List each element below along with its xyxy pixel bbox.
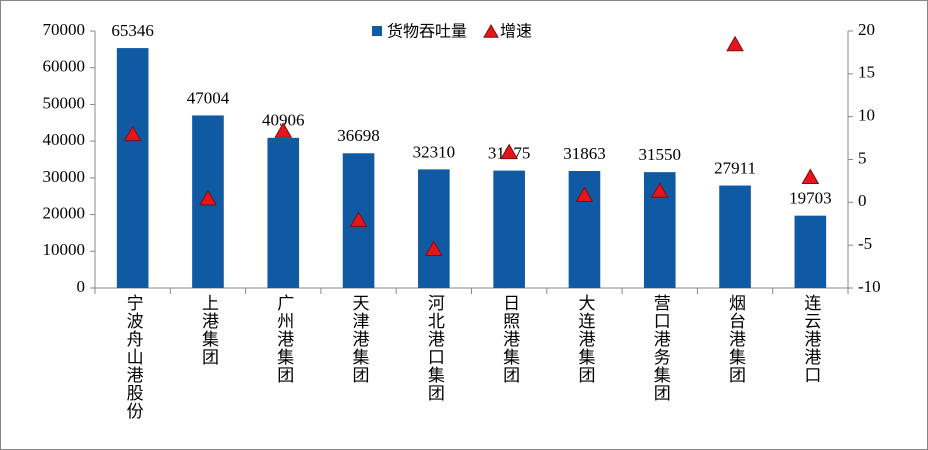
legend-swatch (483, 23, 499, 38)
value-label: 19703 (789, 189, 832, 208)
legend-label: 增速 (500, 22, 532, 41)
x-tick-label: 天津港集团 (349, 294, 370, 384)
growth-marker (199, 189, 217, 206)
bar (719, 185, 751, 288)
y-tick-label: 30000 (43, 167, 86, 186)
value-label: 47004 (187, 88, 230, 107)
y-tick-label: 0 (77, 277, 86, 296)
growth-marker (650, 182, 669, 198)
x-tick-label: 宁波舟山港股份 (123, 294, 144, 420)
growth-marker (424, 240, 443, 256)
y2-tick-label: 20 (858, 20, 875, 39)
value-label: 27911 (714, 158, 756, 177)
value-label: 36698 (337, 126, 380, 145)
value-label: 31550 (639, 145, 682, 164)
y2-tick-label: 15 (858, 63, 875, 82)
bar (116, 48, 149, 289)
x-tick-label: 广州港集团 (273, 294, 294, 384)
legend-swatch (372, 26, 382, 36)
value-label: 32310 (413, 142, 456, 161)
y-tick-label: 20000 (43, 203, 86, 222)
x-tick-label: 上港集团 (198, 294, 219, 366)
growth-marker (500, 143, 519, 160)
y-tick-label: 70000 (43, 20, 86, 39)
value-label: 40906 (262, 111, 305, 130)
x-tick-label: 营口港务集团 (650, 294, 671, 402)
bar (493, 170, 525, 288)
growth-marker (575, 186, 594, 202)
y-tick-label: 50000 (43, 93, 86, 112)
y2-tick-label: 5 (858, 148, 867, 167)
growth-marker (801, 168, 820, 184)
growth-marker (123, 125, 142, 142)
bar (267, 137, 300, 288)
y2-tick-label: 0 (858, 191, 867, 210)
bar (418, 169, 450, 288)
x-tick-label: 烟台港集团 (725, 294, 746, 384)
y2-tick-label: 10 (858, 106, 875, 125)
x-tick-label: 大连港集团 (574, 294, 595, 384)
x-tick-label: 日照港集团 (499, 294, 520, 384)
growth-marker (274, 122, 293, 138)
growth-marker (726, 35, 744, 52)
value-label: 65346 (111, 21, 154, 40)
y-tick-label: 40000 (43, 130, 86, 149)
value-label: 31863 (563, 144, 606, 163)
bar (794, 215, 827, 288)
growth-marker (349, 211, 368, 227)
x-tick-label: 河北港口集团 (424, 294, 445, 402)
y2-tick-label: -10 (858, 277, 881, 296)
y-tick-label: 60000 (43, 57, 86, 76)
y-tick-label: 10000 (43, 240, 86, 259)
legend-label: 货物吞吐量 (387, 22, 467, 41)
x-tick-label: 连云港港口 (800, 294, 821, 384)
y2-tick-label: -5 (858, 234, 872, 253)
